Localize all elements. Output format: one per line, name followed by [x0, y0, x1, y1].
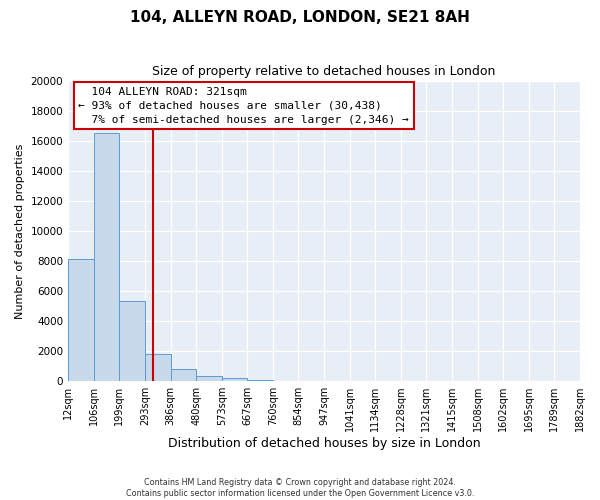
Bar — [247, 380, 273, 381]
Text: Contains HM Land Registry data © Crown copyright and database right 2024.
Contai: Contains HM Land Registry data © Crown c… — [126, 478, 474, 498]
Bar — [68, 260, 94, 381]
Y-axis label: Number of detached properties: Number of detached properties — [15, 143, 25, 318]
Bar — [196, 376, 222, 381]
Bar — [94, 133, 119, 381]
Bar — [222, 378, 247, 381]
Text: 104 ALLEYN ROAD: 321sqm
← 93% of detached houses are smaller (30,438)
  7% of se: 104 ALLEYN ROAD: 321sqm ← 93% of detache… — [79, 86, 409, 124]
Bar — [145, 354, 170, 381]
Title: Size of property relative to detached houses in London: Size of property relative to detached ho… — [152, 65, 496, 78]
Bar — [119, 302, 145, 381]
Text: 104, ALLEYN ROAD, LONDON, SE21 8AH: 104, ALLEYN ROAD, LONDON, SE21 8AH — [130, 10, 470, 25]
Bar — [170, 369, 196, 381]
X-axis label: Distribution of detached houses by size in London: Distribution of detached houses by size … — [168, 437, 481, 450]
